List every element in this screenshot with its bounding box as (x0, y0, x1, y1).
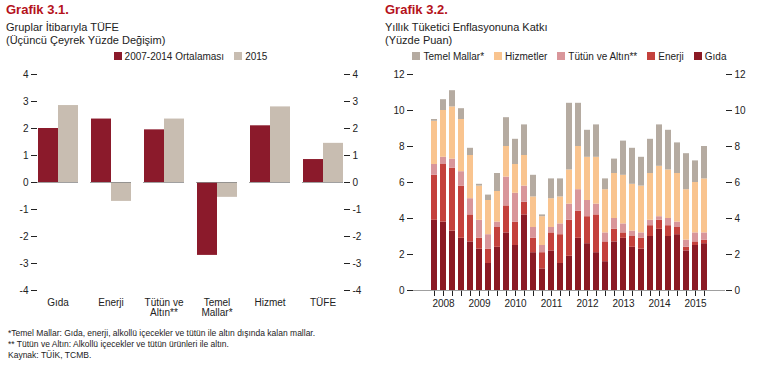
svg-text:2013: 2013 (612, 298, 635, 309)
svg-text:2: 2 (23, 123, 29, 134)
svg-text:4: 4 (23, 69, 29, 80)
svg-text:-2: -2 (20, 231, 29, 242)
svg-text:3: 3 (353, 96, 359, 107)
html-text:2015: 2015 (245, 51, 268, 62)
svg-text:2: 2 (399, 249, 405, 260)
svg-text:10: 10 (735, 105, 747, 116)
html-text:Kaynak: TÜİK, TCMB.: Kaynak: TÜİK, TCMB. (8, 350, 92, 360)
svg-text:Enerji: Enerji (98, 297, 124, 308)
svg-text:2: 2 (735, 249, 741, 260)
svg-text:-3: -3 (353, 258, 362, 269)
svg-text:8: 8 (735, 141, 741, 152)
svg-text:-4: -4 (20, 285, 29, 296)
html-text:Hizmetler: Hizmetler (505, 51, 548, 62)
svg-text:12: 12 (393, 69, 405, 80)
svg-text:6: 6 (735, 177, 741, 188)
svg-text:-3: -3 (20, 258, 29, 269)
svg-text:Gıda: Gıda (47, 297, 69, 308)
svg-text:TemelMallar*: TemelMallar* (201, 297, 232, 318)
html-text:Grafik 3.2.: Grafik 3.2. (385, 2, 448, 17)
svg-text:4: 4 (399, 213, 405, 224)
svg-text:TÜFE: TÜFE (310, 297, 336, 308)
svg-text:-1: -1 (20, 204, 29, 215)
svg-text:2015: 2015 (684, 298, 707, 309)
svg-text:1: 1 (353, 150, 359, 161)
svg-text:0: 0 (399, 285, 405, 296)
html-text:Gıda: Gıda (704, 51, 727, 62)
html-text:Gruplar İtibarıyla TÜFE: Gruplar İtibarıyla TÜFE (6, 21, 119, 33)
svg-text:2011: 2011 (541, 298, 563, 309)
html-text:Yıllık Tüketici Enflasyonuna K: Yıllık Tüketici Enflasyonuna Katkı (385, 21, 548, 33)
svg-text:Tütün veAltın**: Tütün veAltın** (145, 297, 184, 318)
html-text:Grafik 3.1.: Grafik 3.1. (6, 2, 69, 17)
svg-text:4: 4 (735, 213, 741, 224)
svg-text:4: 4 (353, 69, 359, 80)
svg-text:2008: 2008 (432, 298, 455, 309)
svg-text:2010: 2010 (504, 298, 527, 309)
html-text:Tütün ve Altın**: Tütün ve Altın** (568, 51, 638, 62)
svg-text:Hizmet: Hizmet (254, 297, 285, 308)
svg-text:10: 10 (393, 105, 405, 116)
svg-text:12: 12 (735, 69, 747, 80)
svg-text:6: 6 (399, 177, 405, 188)
svg-text:2014: 2014 (648, 298, 671, 309)
html-text:(Üçüncü Çeyrek Yüzde Değişim): (Üçüncü Çeyrek Yüzde Değişim) (6, 34, 166, 46)
svg-text:-1: -1 (353, 204, 362, 215)
html-text:Enerji: Enerji (658, 51, 684, 62)
svg-text:0: 0 (23, 177, 29, 188)
html-text:*Temel Mallar: Gıda, enerji, a: *Temel Mallar: Gıda, enerji, alkollü içe… (8, 328, 316, 338)
svg-text:-4: -4 (353, 285, 362, 296)
svg-text:2009: 2009 (468, 298, 491, 309)
svg-text:8: 8 (399, 141, 405, 152)
svg-text:-2: -2 (353, 231, 362, 242)
html-text:2007-2014 Ortalaması: 2007-2014 Ortalaması (124, 51, 225, 62)
html-text:Temel Mallar*: Temel Mallar* (423, 51, 485, 62)
svg-text:0: 0 (353, 177, 359, 188)
html-text:(Yüzde Puan): (Yüzde Puan) (385, 34, 453, 46)
html-text:** Tütün ve Altın: Alkollü içe: ** Tütün ve Altın: Alkollü içecekler ve … (8, 339, 229, 349)
svg-text:0: 0 (735, 285, 741, 296)
svg-text:2: 2 (353, 123, 359, 134)
svg-text:1: 1 (23, 150, 29, 161)
svg-text:2012: 2012 (576, 298, 599, 309)
svg-text:3: 3 (23, 96, 29, 107)
